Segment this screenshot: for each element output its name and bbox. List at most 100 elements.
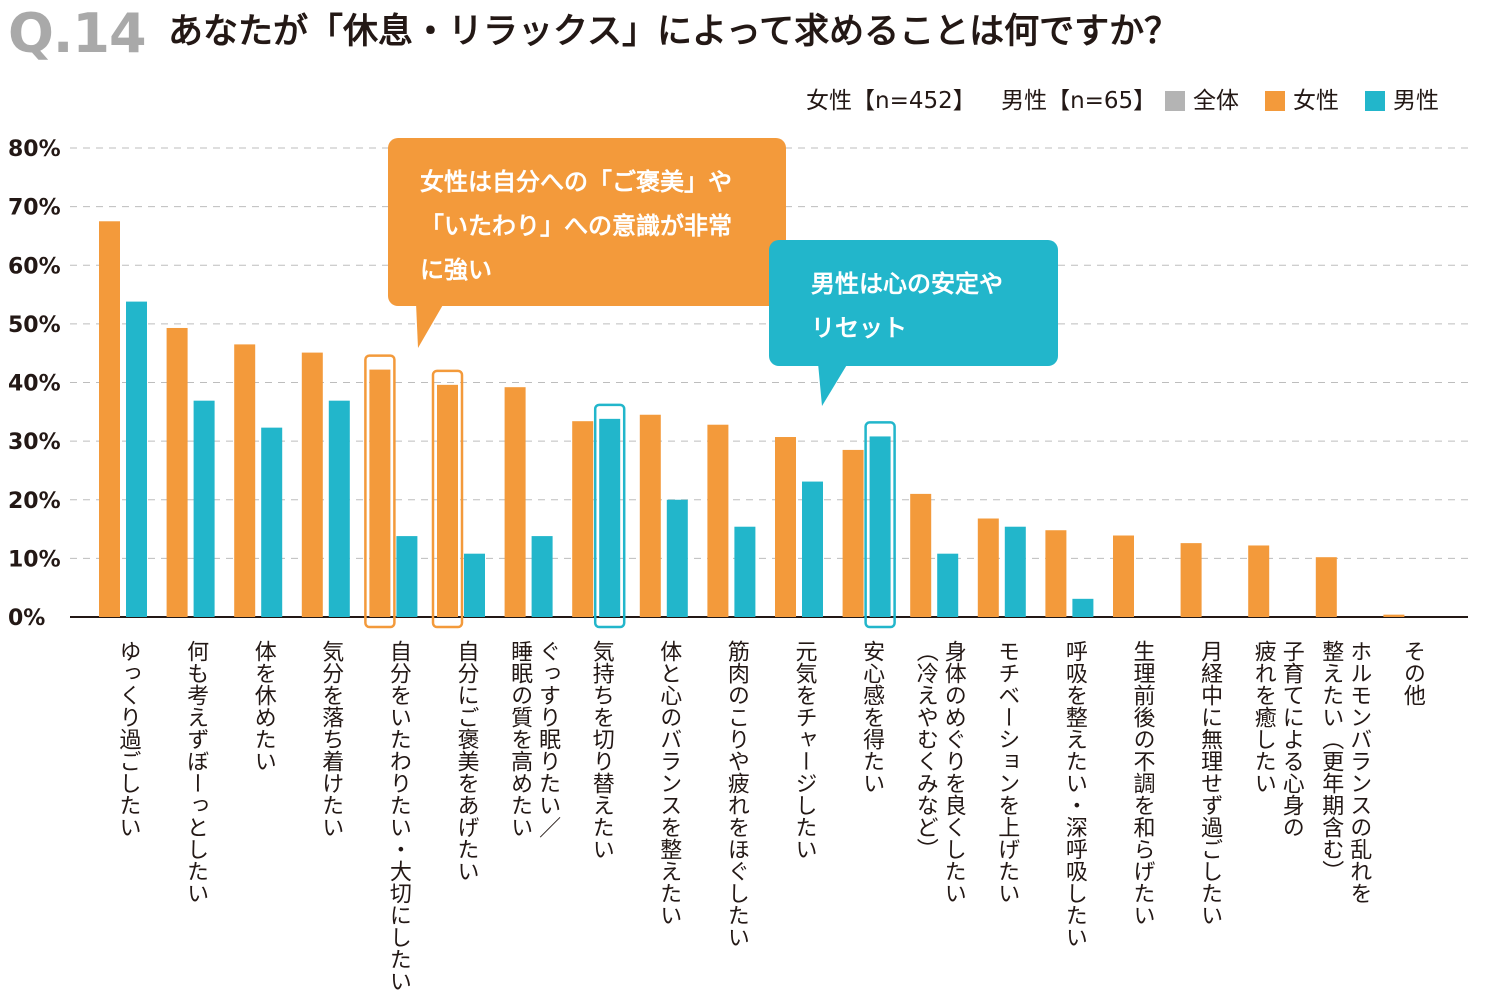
category-label: 気分を落ち着けたい: [318, 640, 344, 838]
legend-label-total: 全体: [1193, 88, 1239, 114]
bar-male: [599, 418, 621, 617]
category-label: 自分にご褒美をあげたい: [454, 640, 480, 882]
bar-male: [193, 400, 215, 617]
y-tick-label: 50%: [8, 313, 61, 338]
category-label: モチベーションを上げたい: [994, 640, 1019, 904]
callout-female-tail: [416, 303, 444, 348]
callout-tails: [416, 303, 848, 406]
callout-male-line-2: リセット: [811, 314, 907, 342]
label-layer: 0% 10% 20% 30% 40% 50% 60% 70% 80% ゆっくり過ごしたい 何も考えず…: [8, 137, 1426, 992]
y-tick-label: 20%: [8, 489, 61, 514]
callout-female: 女性は自分への「ご褒美」や 「いたわり」への意識が非常 に強い: [388, 138, 786, 306]
highlight-box-male: [864, 421, 896, 629]
legend-item-total: 全体: [1165, 84, 1239, 118]
legend-swatch-male: [1365, 91, 1385, 111]
bar-female: [572, 421, 594, 617]
category-label: 体と心のバランスを整えたい: [656, 640, 682, 926]
legend-item-male: 男性: [1365, 84, 1439, 118]
highlight-box-male: [593, 403, 626, 629]
legend-label-male: 男性: [1393, 88, 1439, 114]
question-title: あなたが「休息・リラックス」によって求めることは何ですか？: [168, 12, 1180, 52]
y-tick-label: 70%: [8, 196, 61, 221]
bar-female: [1113, 535, 1134, 617]
category-label: 自分をいたわりたい・大切にしたい: [386, 640, 412, 992]
bar-female: [639, 414, 661, 617]
bar-female: [504, 387, 526, 617]
category-label: 何も考えずぼーっとしたい: [183, 640, 209, 904]
category-label: 体を休めたい: [251, 640, 277, 772]
bar-male: [869, 436, 891, 617]
bar-male: [666, 499, 688, 617]
bar-layer: [99, 221, 1405, 629]
callout-female-line-1: 女性は自分への「ご褒美」や: [420, 168, 732, 196]
bar-female: [99, 221, 120, 617]
callout-female-line-3: に強い: [420, 256, 492, 284]
category-label: 安心感を得たい: [859, 640, 885, 794]
category-label: 元気をチャージしたい: [792, 640, 818, 860]
chart-legend: 全体 女性 男性: [1165, 84, 1439, 118]
y-tick-label: 80%: [8, 137, 61, 162]
bar-male: [396, 536, 418, 617]
legend-swatch-total: [1165, 91, 1185, 111]
category-label: ホルモンバランスの乱れを: [1346, 640, 1372, 904]
category-label: 睡眠の質を高めたい: [507, 640, 532, 838]
category-label: ゆっくり過ごしたい: [116, 640, 142, 838]
y-tick-label: 40%: [8, 372, 61, 397]
category-label: 子育てによる心身の: [1279, 640, 1305, 838]
y-tick-label: 0%: [8, 606, 45, 631]
bar-female: [1383, 614, 1405, 617]
bar-female: [1045, 530, 1067, 617]
bar-male: [464, 553, 485, 617]
legend-item-female: 女性: [1265, 84, 1339, 118]
bar-female: [166, 327, 188, 617]
bar-male: [1004, 526, 1026, 617]
category-label: 整えたい（更年期含む）: [1318, 640, 1344, 882]
callout-male-line-1: 男性は心の安定や: [811, 270, 1003, 298]
category-label: 呼吸を整えたい・深呼吸したい: [1062, 640, 1088, 948]
bar-female: [234, 344, 256, 617]
bar-female: [977, 518, 999, 617]
bar-male: [937, 553, 959, 617]
callout-male: 男性は心の安定や リセット: [769, 240, 1058, 366]
bar-male: [1072, 598, 1094, 617]
sample-sizes: 女性【n=452】 男性【n=65】: [806, 84, 1174, 118]
bar-female: [910, 493, 932, 617]
category-label: 筋肉のこりや疲れをほぐしたい: [724, 640, 750, 948]
bar-male: [734, 526, 756, 617]
bar-female: [301, 352, 323, 617]
bar-female: [437, 384, 458, 617]
y-tick-label: 30%: [8, 430, 61, 455]
legend-swatch-female: [1265, 91, 1285, 111]
category-label: 気持ちを切り替えたい: [589, 640, 615, 860]
bar-male: [261, 427, 283, 617]
category-label: 生理前後の不調を和らげたい: [1130, 640, 1156, 926]
highlight-box-female: [431, 369, 464, 629]
bar-male: [531, 536, 553, 617]
question-number: Q.14: [8, 2, 147, 65]
bar-female: [707, 424, 729, 617]
bar-female: [842, 449, 864, 617]
category-label: 月経中に無理せず過ごしたい: [1197, 640, 1223, 926]
callout-male-tail: [818, 363, 848, 406]
sample-male: 男性【n=65】: [1001, 88, 1157, 114]
category-label: ぐっすり眠りたい／: [535, 640, 561, 838]
bar-female: [1180, 543, 1202, 617]
bar-male: [126, 301, 147, 617]
highlight-box-female: [364, 354, 396, 629]
category-label: その他: [1400, 640, 1426, 706]
bar-male: [802, 481, 823, 617]
sample-female: 女性【n=452】: [806, 88, 976, 114]
category-label: 疲れを癒したい: [1251, 640, 1277, 794]
callout-female-line-2: 「いたわり」への意識が非常: [420, 212, 732, 240]
bar-female: [775, 437, 796, 617]
legend-label-female: 女性: [1293, 88, 1339, 114]
bar-female: [1315, 557, 1337, 617]
y-tick-label: 60%: [8, 254, 61, 279]
bar-female: [1248, 545, 1270, 617]
y-tick-label: 10%: [8, 547, 61, 572]
bar-male: [328, 400, 350, 617]
category-label: 身体のめぐりを良くしたい: [941, 640, 967, 904]
bar-female: [369, 369, 391, 617]
category-label: （冷えやむくみなど）: [913, 640, 939, 860]
